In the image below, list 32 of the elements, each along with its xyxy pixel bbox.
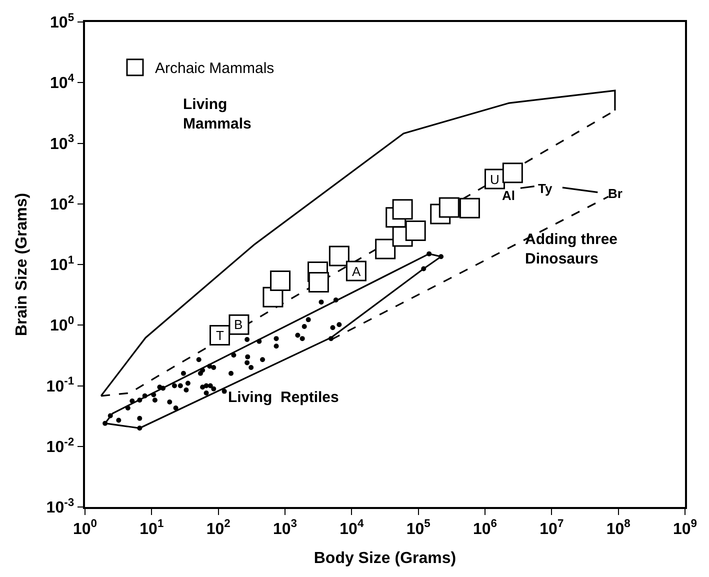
legend-label: Archaic Mammals	[155, 60, 274, 78]
y-tick-label: 10$^{-2}$	[46, 436, 74, 456]
y-tick-label: 10$^{-3}$	[46, 496, 74, 517]
x-tick-label: 10$^{6}$	[472, 518, 498, 538]
y-tick-label: 10$^{5}$	[50, 12, 74, 32]
y-tick-label: 10$^{4}$	[50, 72, 75, 92]
annotation: Living Mammals	[183, 96, 252, 132]
x-tick-label: 10$^{5}$	[406, 518, 430, 538]
x-tick-label: 10$^{3}$	[272, 518, 298, 538]
y-tick-label: 10$^{1}$	[50, 254, 74, 274]
y-axis-title: Brain Size (Grams)	[14, 192, 31, 336]
x-tick-label: 10$^{9}$	[672, 518, 698, 538]
annotation: Al	[502, 188, 515, 203]
annotation: A	[352, 264, 361, 279]
y-tick-label: 10$^{0}$	[50, 315, 74, 335]
x-axis-title: Body Size (Grams)	[314, 550, 456, 568]
x-tick-label: 10$^{1}$	[140, 518, 164, 538]
annotation: T	[216, 328, 224, 343]
y-tick-label: 10$^{-1}$	[46, 376, 74, 396]
annotation: U	[490, 172, 500, 187]
annotation: Living Reptiles	[228, 389, 339, 406]
x-tick-label: 10$^{8}$	[606, 518, 630, 538]
x-tick-label: 10$^{4}$	[340, 518, 364, 538]
annotation: Ty	[538, 181, 553, 196]
annotation: B	[234, 317, 243, 332]
annotation: Br	[608, 186, 622, 201]
annotation: Adding three Dinosaurs	[525, 231, 618, 268]
x-tick-label: 10$^{7}$	[540, 518, 564, 538]
y-tick-label: 10$^{2}$	[50, 194, 74, 214]
x-tick-label: 10$^{2}$	[206, 518, 230, 538]
y-tick-label: 10$^{3}$	[50, 133, 74, 153]
x-tick-label: 10$^{0}$	[72, 518, 98, 538]
